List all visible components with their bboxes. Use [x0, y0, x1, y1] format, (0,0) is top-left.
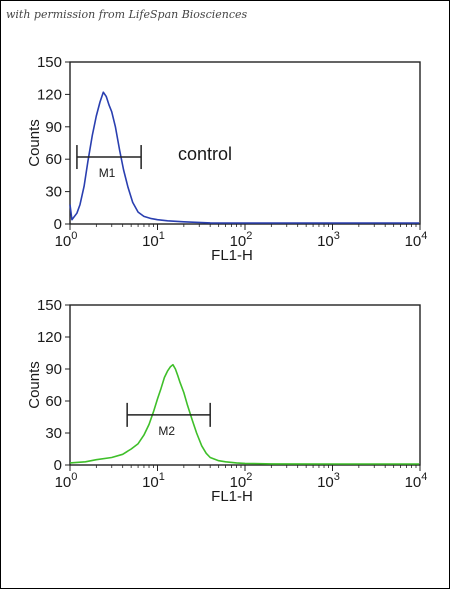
plot1-y-tick-label: 30 — [45, 184, 62, 201]
plot2-x-tick-label: 100 — [55, 471, 78, 491]
plot2-y-axis-title: Counts — [26, 361, 43, 409]
plot1-plot-area — [69, 61, 421, 225]
plot1-x-tick-label: 104 — [405, 230, 428, 250]
plot1-x-tick-label: 102 — [230, 230, 253, 250]
plot1-histogram-line — [69, 91, 419, 224]
plot1-marker-label: M1 — [99, 166, 116, 180]
plot1-y-axis-title: Counts — [26, 119, 43, 167]
plot2-x-axis-title: FL1-H — [211, 488, 253, 505]
plot2-y-tick-label: 120 — [37, 329, 62, 346]
plot1-x-axis-title: FL1-H — [211, 247, 253, 264]
plot2-x-tick-label: 104 — [405, 471, 428, 491]
plot2-y-tick-label: 150 — [37, 297, 62, 314]
plot1-annotation-text: control — [178, 144, 232, 164]
plot1-y-tick-label: 120 — [37, 86, 62, 103]
plot1-x-tick-label: 101 — [142, 230, 165, 250]
plot2-y-tick-label: 90 — [45, 361, 62, 378]
plot2-x-tick-label: 101 — [142, 471, 165, 491]
watermark-text: with permission from LifeSpan Bioscience… — [6, 8, 248, 21]
plot2-y-tick-label: 30 — [45, 425, 62, 442]
plot2-x-tick-label: 102 — [230, 471, 253, 491]
plot2-x-tick-label: 103 — [317, 471, 340, 491]
plot1-x-tick-label: 103 — [317, 230, 340, 250]
plot1-x-tick-label: 100 — [55, 230, 78, 250]
plot1-y-tick-label: 90 — [45, 119, 62, 136]
plot2-y-tick-label: 0 — [54, 457, 62, 474]
plot2-marker-label: M2 — [158, 424, 175, 438]
plot2-y-tick-label: 60 — [45, 393, 62, 410]
plot2-plot-area — [69, 304, 421, 466]
plot2-histogram-line — [69, 363, 419, 465]
plot1-y-tick-label: 60 — [45, 151, 62, 168]
plot1-y-tick-label: 0 — [54, 216, 62, 233]
plot1-y-tick-label: 150 — [37, 54, 62, 71]
